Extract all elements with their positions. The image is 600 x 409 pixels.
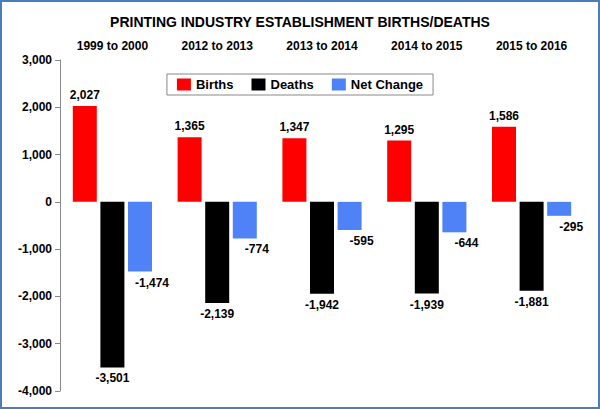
svg-text:-644: -644 [454, 236, 478, 250]
svg-text:2,000: 2,000 [22, 100, 52, 114]
svg-text:2013 to 2014: 2013 to 2014 [286, 39, 358, 53]
svg-text:PRINTING INDUSTRY ESTABLISHMEN: PRINTING INDUSTRY ESTABLISHMENT BIRTHS/D… [110, 14, 490, 30]
svg-text:-1,942: -1,942 [305, 298, 339, 312]
svg-text:2012 to 2013: 2012 to 2013 [182, 39, 254, 53]
svg-text:-1,474: -1,474 [135, 276, 169, 290]
svg-text:-1,000: -1,000 [18, 242, 52, 256]
svg-text:Deaths: Deaths [270, 77, 313, 92]
svg-text:1,347: 1,347 [279, 120, 309, 134]
svg-text:0: 0 [45, 195, 52, 209]
svg-text:-2,000: -2,000 [18, 289, 52, 303]
svg-text:2015 to 2016: 2015 to 2016 [496, 39, 568, 53]
svg-text:1,365: 1,365 [175, 119, 205, 133]
svg-text:-1,939: -1,939 [410, 298, 444, 312]
svg-text:1,295: 1,295 [384, 123, 414, 137]
svg-text:1999 to 2000: 1999 to 2000 [77, 39, 149, 53]
svg-text:2,027: 2,027 [70, 88, 100, 102]
svg-text:-4,000: -4,000 [18, 384, 52, 398]
svg-text:-3,501: -3,501 [95, 371, 129, 385]
svg-text:-595: -595 [350, 234, 374, 248]
svg-text:-774: -774 [245, 242, 269, 256]
svg-text:3,000: 3,000 [22, 53, 52, 67]
svg-text:1,586: 1,586 [489, 109, 519, 123]
svg-text:Births: Births [196, 77, 234, 92]
svg-text:-3,000: -3,000 [18, 337, 52, 351]
svg-text:-2,139: -2,139 [200, 307, 234, 321]
svg-text:-1,881: -1,881 [515, 295, 549, 309]
svg-text:Net Change: Net Change [351, 77, 423, 92]
svg-text:1,000: 1,000 [22, 148, 52, 162]
svg-text:-295: -295 [559, 220, 583, 234]
svg-text:2014 to 2015: 2014 to 2015 [391, 39, 463, 53]
